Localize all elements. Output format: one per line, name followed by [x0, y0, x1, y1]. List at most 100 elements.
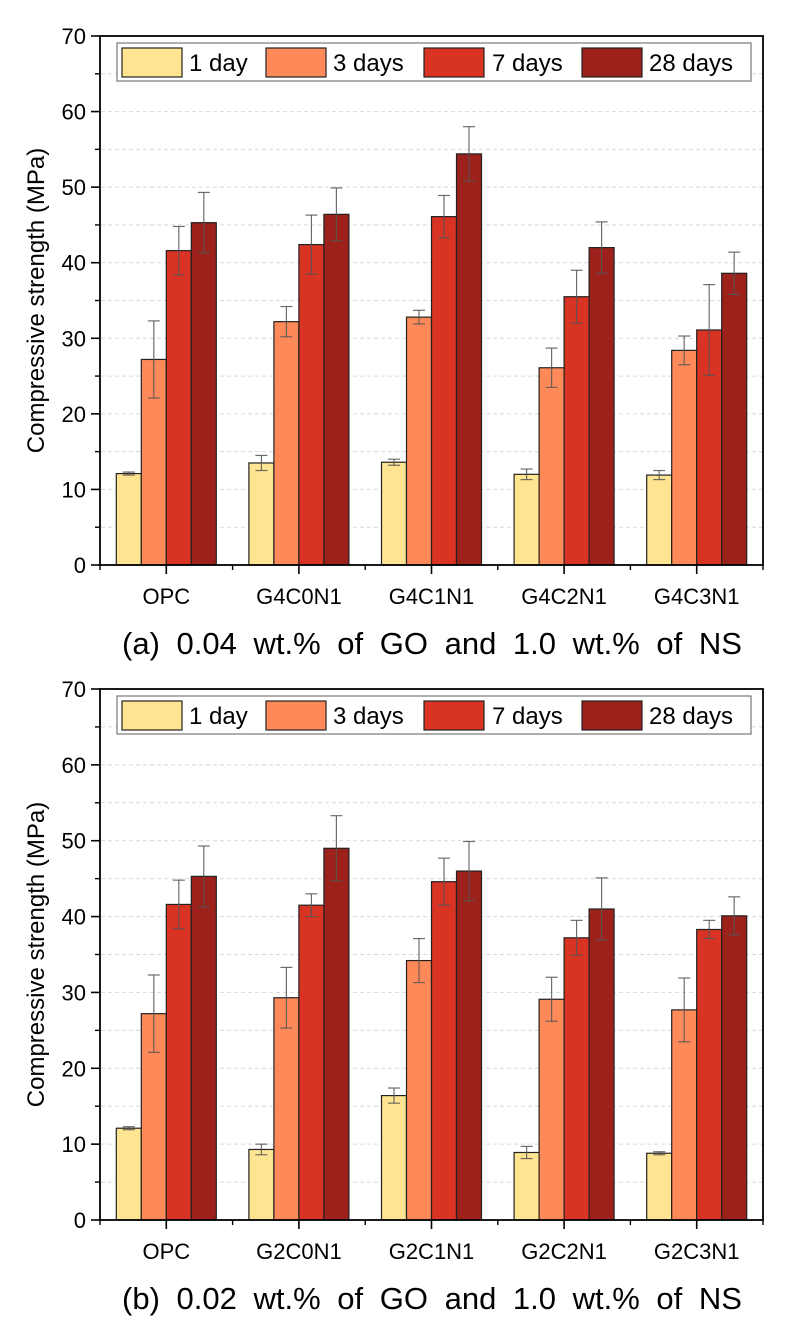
legend-swatch: [265, 47, 327, 78]
x-tick-label: G4C1N1: [389, 584, 475, 609]
error-bar: [570, 919, 583, 956]
x-tick-label: OPC: [142, 584, 190, 609]
bar-3-days: [671, 1009, 698, 1221]
legend-item-7-days: 7 days: [423, 47, 563, 78]
y-tick-label: 60: [62, 753, 86, 778]
bar-28-days: [190, 875, 217, 1221]
legend-item-3-days: 3 days: [265, 47, 404, 78]
legend-swatch: [423, 700, 485, 731]
bar-3-days: [273, 321, 300, 566]
legend-label: 28 days: [649, 703, 733, 730]
bar-7-days: [430, 881, 458, 1221]
error-bar: [172, 225, 185, 276]
error-bar: [520, 1145, 533, 1160]
legend-item-28-days: 28 days: [581, 700, 733, 731]
bar-group-g2c3n1: [646, 896, 748, 1221]
bar-group-g4c2n1: [513, 221, 615, 566]
bar-7-days: [563, 937, 590, 1221]
bar-group-g2c2n1: [513, 877, 615, 1221]
error-bar: [438, 857, 450, 906]
bar-3-days: [405, 959, 433, 1221]
x-tick-label: G2C0N1: [256, 1239, 342, 1264]
legend-label: 7 days: [492, 703, 563, 730]
error-bar: [305, 214, 318, 275]
error-bar: [255, 454, 268, 472]
bar-3-days: [538, 998, 565, 1221]
y-tick-label: 20: [62, 402, 86, 427]
y-tick-label: 50: [62, 175, 86, 200]
error-bar: [520, 468, 533, 481]
bar-28-days: [455, 153, 483, 566]
error-bar: [197, 191, 210, 254]
legend-swatch: [265, 700, 327, 731]
error-bar: [703, 919, 716, 940]
error-bar: [653, 1151, 666, 1156]
bar-28-days: [323, 213, 350, 566]
bar-7-days: [696, 928, 723, 1221]
bar-1-day: [115, 1127, 142, 1221]
x-tick-label: G2C1N1: [389, 1239, 475, 1264]
bar-28-days: [190, 222, 217, 566]
x-tick-label: G4C2N1: [521, 584, 607, 609]
error-bar: [678, 977, 691, 1043]
legend-item-1-day: 1 day: [121, 700, 248, 731]
bar-3-days: [671, 349, 698, 566]
legend: 1 day 3 days 7 days 28 days: [116, 42, 752, 82]
error-bar: [330, 187, 343, 242]
error-bar: [728, 896, 741, 936]
y-tick-label: 70: [62, 677, 86, 702]
bar-7-days: [165, 903, 192, 1221]
error-bar: [678, 335, 691, 366]
bar-7-days: [430, 216, 458, 566]
legend-label: 28 days: [649, 50, 733, 77]
legend-item-1-day: 1 day: [121, 47, 248, 78]
bar-1-day: [513, 1151, 540, 1221]
error-bar: [595, 877, 608, 941]
y-tick-label: 40: [62, 905, 86, 930]
x-tick-label: G4C0N1: [256, 584, 342, 609]
bar-28-days: [721, 272, 748, 566]
error-bar: [330, 815, 343, 882]
error-bar: [280, 966, 293, 1029]
bar-1-day: [115, 472, 142, 566]
error-bar: [255, 1143, 268, 1156]
chart-panel-a: OPC G4C0N1 G4C1N1 G4C2N1 G4C3N1 0 10 20 30 40 50 60…: [23, 24, 764, 661]
error-bar: [545, 976, 558, 1022]
legend-swatch: [121, 47, 183, 78]
error-bar: [197, 845, 210, 908]
legend-item-7-days: 7 days: [423, 700, 563, 731]
bar-3-days: [405, 316, 433, 566]
legend-label: 3 days: [333, 50, 404, 77]
error-bar: [172, 879, 185, 930]
bar-1-day: [248, 462, 275, 566]
bar-28-days: [323, 847, 350, 1221]
bar-1-day: [513, 473, 540, 566]
error-bar: [280, 305, 293, 338]
figure-caption: (b) 0.02 wt.% of GO and 1.0 wt.% of NS: [122, 1281, 742, 1316]
bar-group-g4c0n1: [248, 187, 350, 566]
bar-group-g4c1n1: [380, 126, 483, 566]
bar-7-days: [563, 296, 590, 566]
y-tick-label: 10: [62, 1132, 86, 1157]
y-tick-label: 40: [62, 251, 86, 276]
legend-label: 1 day: [189, 703, 248, 730]
error-bar: [388, 1087, 400, 1104]
error-bar: [463, 126, 475, 182]
bar-28-days: [588, 247, 615, 566]
error-bar: [703, 284, 716, 376]
bar-7-days: [298, 243, 325, 566]
bar-28-days: [721, 915, 748, 1221]
error-bar: [122, 1126, 135, 1131]
bar-1-day: [646, 1152, 673, 1221]
bar-7-days: [298, 904, 325, 1221]
bar-1-day: [646, 474, 673, 566]
bar-3-days: [538, 367, 565, 566]
bar-3-days: [273, 997, 300, 1221]
x-tick-label: G4C3N1: [654, 584, 740, 609]
error-bar: [122, 471, 135, 476]
y-tick-label: 30: [62, 326, 86, 351]
x-tick-label: G2C3N1: [654, 1239, 740, 1264]
y-axis-title: Compressive strength (MPa): [23, 148, 50, 453]
error-bar: [305, 893, 318, 918]
x-tick-label: G2C2N1: [521, 1239, 607, 1264]
